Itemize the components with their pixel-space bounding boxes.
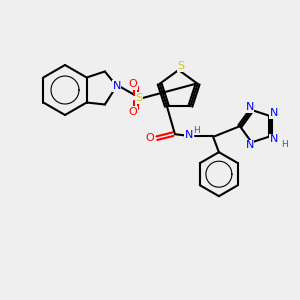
Text: H: H (194, 126, 200, 135)
Text: N: N (185, 130, 193, 140)
Text: O: O (128, 79, 137, 89)
Text: S: S (135, 93, 142, 103)
Text: N: N (269, 134, 278, 144)
Text: H: H (281, 140, 288, 149)
Text: S: S (177, 61, 184, 71)
Text: N: N (245, 140, 254, 150)
Text: N: N (269, 108, 278, 118)
Text: O: O (128, 107, 137, 117)
Text: N: N (245, 102, 254, 112)
Text: N: N (112, 81, 121, 91)
Text: O: O (146, 133, 154, 143)
